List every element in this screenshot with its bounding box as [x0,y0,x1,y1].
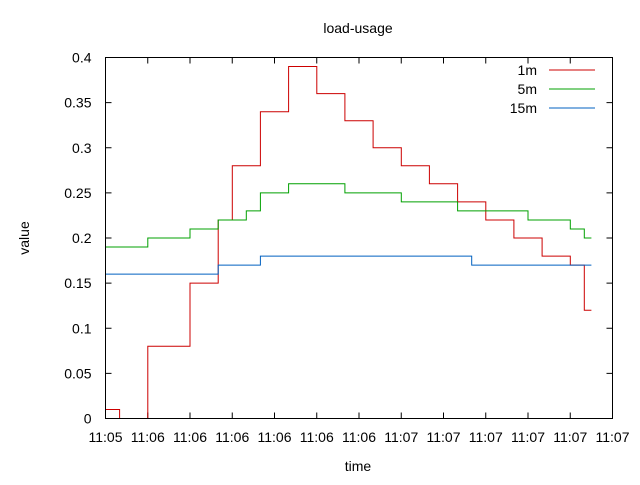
y-tick-label: 0.35 [64,95,91,111]
x-tick-label: 11:07 [596,429,630,445]
x-tick-label: 11:06 [173,429,207,445]
y-tick-label: 0.15 [64,275,91,291]
y-axis-label: value [16,221,32,255]
series-line-5m [105,183,592,248]
y-tick-label: 0.25 [64,185,91,201]
x-tick-label: 11:06 [131,429,165,445]
x-tick-label: 11:07 [469,429,503,445]
series-lines [105,66,592,419]
y-tick-label: 0.3 [72,140,92,156]
series-line-1m [105,66,592,419]
x-tick-label: 11:06 [258,429,292,445]
chart-title: load-usage [323,20,392,36]
x-tick-label: 11:06 [300,429,334,445]
x-tick-label: 11:07 [553,429,587,445]
y-tick-label: 0 [84,411,92,427]
x-tick-label: 11:06 [215,429,249,445]
y-tick-label: 0.05 [64,365,91,381]
y-axis-ticks: 0 0.05 0.1 0.15 0.2 0.25 0.3 0.35 0.4 [64,50,613,427]
legend-label: 5m [518,81,537,97]
x-tick-label: 11:07 [384,429,418,445]
x-axis-label: time [345,458,372,474]
x-tick-label: 11:07 [427,429,461,445]
y-tick-label: 0.4 [72,50,92,66]
legend: 1m 5m 15m [510,62,595,116]
x-tick-label: 11:05 [89,429,123,445]
legend-label: 1m [518,62,537,78]
legend-label: 15m [510,100,537,116]
x-tick-label: 11:07 [511,429,545,445]
plot-frame [105,57,613,419]
y-tick-label: 0.1 [72,320,92,336]
x-tick-label: 11:06 [342,429,376,445]
series-line-15m [105,255,592,275]
y-tick-label: 0.2 [72,230,92,246]
x-axis-ticks: 11:05 11:06 11:06 11:06 11:06 11:06 11:06 11:07… [89,57,630,445]
